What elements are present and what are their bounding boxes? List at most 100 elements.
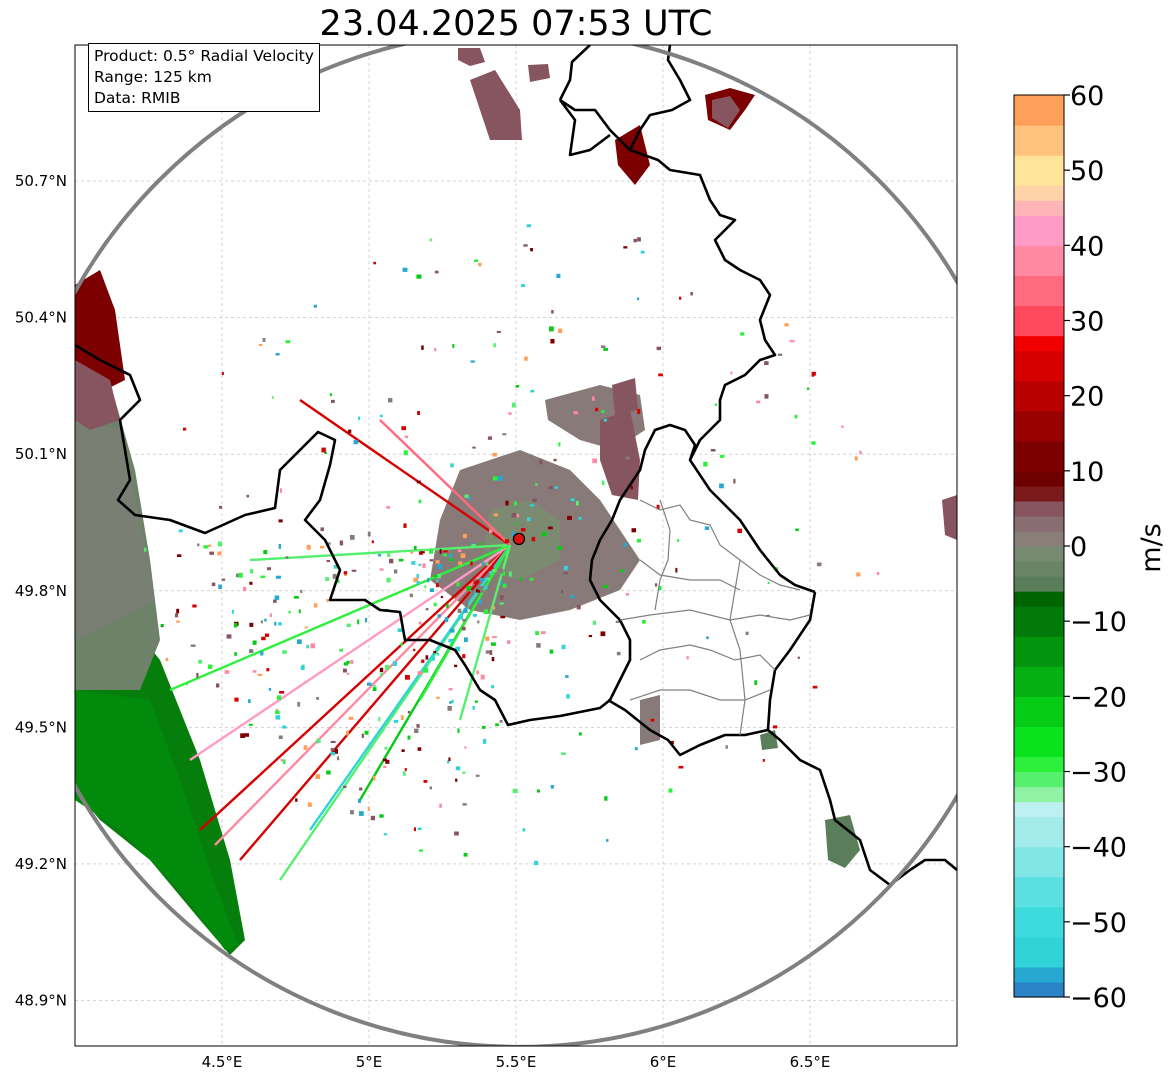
echo-speckle <box>282 650 287 654</box>
echo-speckle <box>425 655 429 660</box>
echo-speckle <box>461 626 466 631</box>
echo-speckle <box>337 579 340 584</box>
echo-speckle <box>480 590 485 593</box>
echo-speckle <box>530 248 533 252</box>
echo-speckle <box>489 529 493 534</box>
echo-speckle <box>536 643 541 648</box>
echo-speckle <box>433 651 437 654</box>
echo-speckle <box>271 396 274 399</box>
echo-speckle <box>224 670 230 674</box>
echo-speckle <box>767 581 770 584</box>
echo-speckle <box>268 687 272 691</box>
echo-speckle <box>367 682 372 686</box>
echo-speckle <box>373 684 376 688</box>
echo-speckle <box>625 593 629 596</box>
echo-speckle <box>495 723 499 727</box>
radar-site-marker[interactable] <box>512 532 526 546</box>
lat-tick-label: 50.4°N <box>15 309 67 327</box>
echo-speckle <box>277 695 282 700</box>
echo-speckle <box>472 526 477 530</box>
echo-speckle <box>451 699 454 704</box>
echo-speckle <box>192 604 197 608</box>
echo-speckle <box>449 701 452 704</box>
echo-speckle <box>209 551 215 555</box>
echo-speckle <box>483 738 487 744</box>
echo-speckle <box>670 740 674 745</box>
echo-speckle <box>754 680 758 685</box>
echo-speckle <box>457 728 460 733</box>
echo-speckle <box>330 748 335 751</box>
colorbar-segment <box>1014 666 1064 697</box>
echo-speckle <box>561 644 566 650</box>
echo-speckle <box>592 396 595 401</box>
echo-speckle <box>686 656 689 660</box>
echo-speckle <box>637 408 641 414</box>
colorbar-segment <box>1014 530 1064 547</box>
echo-speckle <box>419 849 423 852</box>
echo-speckle <box>208 544 212 547</box>
colorbar-segment <box>1014 906 1064 938</box>
echo-speckle <box>348 429 352 434</box>
echo-speckle <box>554 486 558 489</box>
echo-speckle <box>512 788 518 794</box>
product-info-box: Product: 0.5° Radial Velocity Range: 125… <box>88 43 320 112</box>
echo-speckle <box>379 568 384 571</box>
echo-speckle <box>343 785 347 788</box>
echo-speckle <box>508 412 512 415</box>
echo-speckle <box>447 760 450 764</box>
colorbar-segment <box>1014 816 1064 848</box>
echo-speckle <box>762 759 765 762</box>
echo-speckle <box>417 747 422 751</box>
echo-speckle <box>812 685 818 689</box>
echo-speckle <box>440 596 444 599</box>
colorbar-segment <box>1014 155 1064 186</box>
echo-speckle <box>475 774 480 777</box>
echo-speckle <box>615 620 620 623</box>
echo-west-pinkish <box>75 360 120 430</box>
echo-speckle <box>485 650 490 654</box>
echo-speckle <box>499 602 504 605</box>
echo-speckle <box>481 562 485 565</box>
echo-speckle <box>595 407 599 412</box>
echo-speckle <box>343 571 348 575</box>
echo-speckle <box>304 626 308 629</box>
colorbar: 60 50 40 30 20 10 0 −10 −20 −30 −40 −50 −60 m/s <box>1013 81 1167 1014</box>
echo-speckle <box>540 631 546 635</box>
echo-speckle <box>577 434 582 437</box>
echo-speckle <box>472 613 477 617</box>
echo-speckle <box>403 771 406 776</box>
echo-speckle <box>269 613 272 617</box>
echo-speckle <box>435 560 440 564</box>
echo-speckle <box>520 528 526 532</box>
echo-speckle <box>491 569 497 572</box>
interference-spokes <box>169 399 512 881</box>
colorbar-tick-label: 40 <box>1070 231 1104 262</box>
echo-speckle <box>275 715 281 720</box>
echo-speckle <box>841 425 844 428</box>
echo-speckle <box>217 541 223 547</box>
colorbar-segment <box>1014 410 1064 442</box>
echo-speckle <box>455 778 458 782</box>
echo-speckle <box>293 596 299 599</box>
echo-speckle <box>480 674 485 680</box>
echo-speckle <box>280 758 283 762</box>
echo-speckle <box>261 636 266 641</box>
echo-speckle <box>196 672 199 678</box>
echo-speckle <box>486 502 489 505</box>
echo-speckle <box>470 561 473 566</box>
echo-speckle <box>764 394 769 399</box>
echo-speckle <box>719 483 724 489</box>
colorbar-tick-label: 10 <box>1070 457 1104 488</box>
longitude-ticks: 4.5°E 5°E 5.5°E 6°E 6.5°E <box>202 1053 831 1071</box>
echo-speckle <box>190 644 196 647</box>
border-west <box>75 343 816 727</box>
echo-speckle <box>234 622 238 628</box>
colorbar-tick-label: −10 <box>1070 607 1127 638</box>
echo-speckle <box>372 687 377 691</box>
echo-speckle <box>557 545 563 550</box>
echo-speckle <box>216 683 220 688</box>
echo-speckle <box>278 544 281 549</box>
colorbar-segment <box>1014 561 1064 577</box>
echo-speckle <box>631 528 636 533</box>
